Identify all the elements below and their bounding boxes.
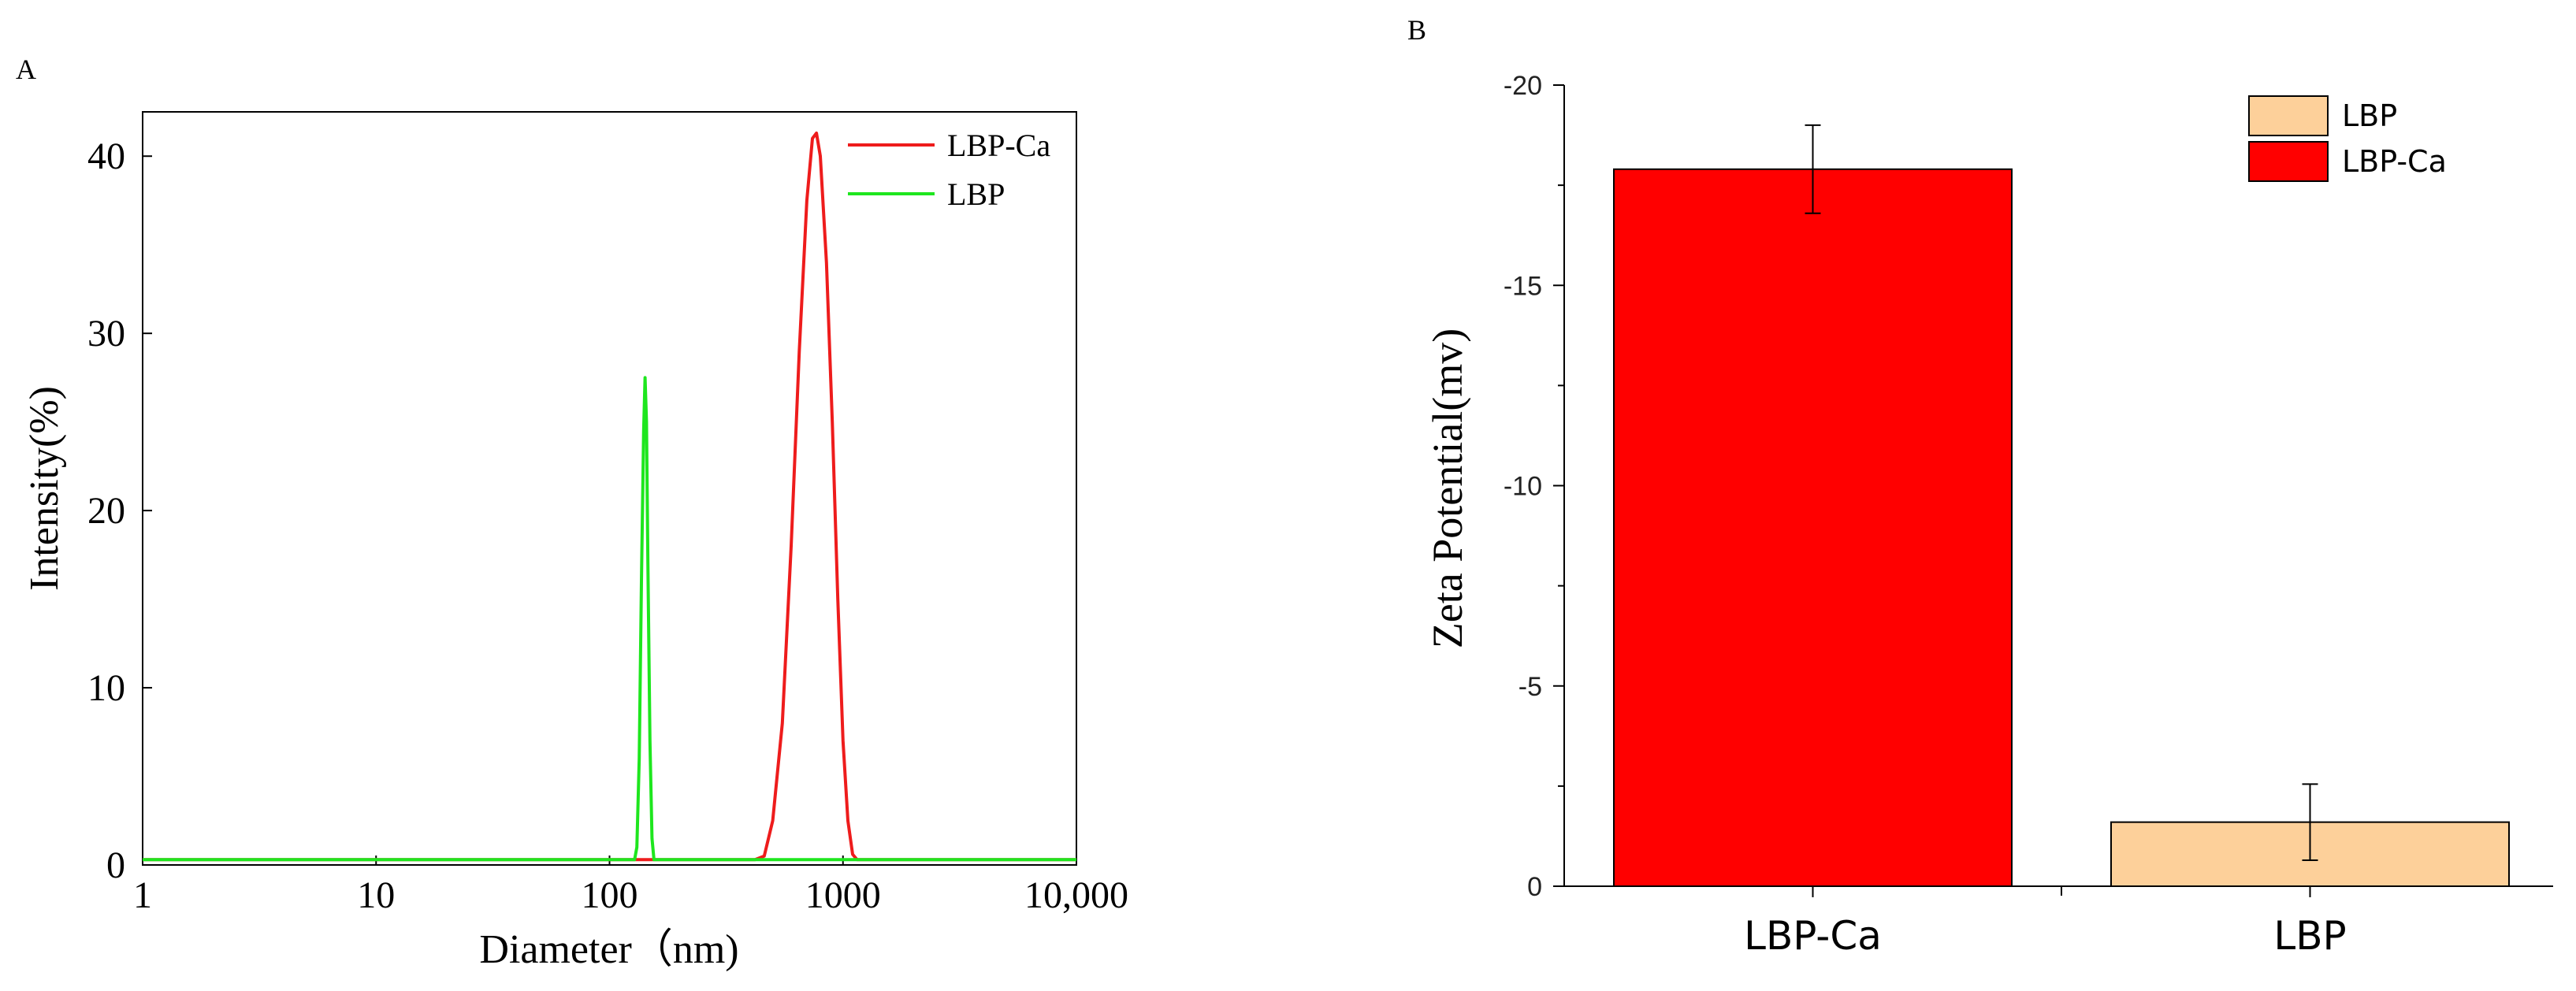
legend-label: LBP — [947, 176, 1005, 212]
x-tick-label: 10,000 — [1024, 874, 1128, 916]
x-tick-label: 1000 — [805, 874, 881, 916]
panel-a-plot-frame — [142, 111, 1077, 866]
panel-a-y-axis-title: Intensity(%) — [22, 386, 67, 591]
series-line-lbp-ca — [143, 132, 1076, 862]
y-tick-label: -15 — [1504, 271, 1542, 301]
legend-label: LBP-Ca — [947, 128, 1050, 163]
series-line-lbp — [143, 376, 1076, 862]
x-tick-label: 100 — [582, 874, 638, 916]
y-tick-label: -10 — [1504, 472, 1542, 502]
panel-b-y-axis-title: Zeta Potential(mv) — [1424, 328, 1471, 648]
y-tick-label: 30 — [87, 313, 125, 354]
panel-b-y-ticks: 0 -5 -10 -15 -20 — [1504, 71, 1564, 902]
panel-a-x-ticks: 1 10 100 1000 10,000 — [133, 856, 1128, 916]
y-tick-label: 40 — [87, 135, 125, 177]
y-tick-label: 0 — [106, 844, 125, 886]
y-tick-label: -20 — [1504, 71, 1542, 101]
x-tick-label: 10 — [357, 874, 395, 916]
panel-b-legend: LBP LBP-Ca — [2248, 95, 2447, 182]
panel-a-legend: LBP-Ca LBP — [848, 128, 1050, 212]
panel-label-a: A — [16, 54, 36, 85]
y-tick-label: -5 — [1518, 672, 1542, 702]
panel-a-y-ticks: 0 10 20 30 40 — [87, 135, 152, 886]
legend-label: LBP-Ca — [2342, 144, 2447, 179]
legend-swatch-lbp — [2248, 95, 2329, 136]
legend-label: LBP — [2342, 98, 2397, 133]
x-tick-label: 1 — [133, 874, 152, 916]
panel-a-x-axis-title: Diameter（nm) — [479, 927, 738, 972]
panel-b-bars — [1613, 124, 2510, 888]
panel-b-category-ticks: LBP-Ca LBP — [1744, 886, 2347, 959]
legend-swatch-lbp-ca — [2248, 141, 2329, 182]
category-label: LBP — [2273, 913, 2346, 959]
y-tick-label: 20 — [87, 490, 125, 532]
panel-a-series-lines — [143, 132, 1076, 862]
y-tick-label: 0 — [1527, 872, 1542, 902]
panel-label-b: B — [1407, 14, 1426, 46]
category-label: LBP-Ca — [1744, 913, 1882, 959]
panel-b-bar-chart: 0 -5 -10 -15 -20 LBP-Ca LBP Zeta Potential(mv… — [1424, 71, 2553, 959]
bar-lbp-ca — [1613, 168, 2013, 888]
y-tick-label: 10 — [87, 667, 125, 709]
